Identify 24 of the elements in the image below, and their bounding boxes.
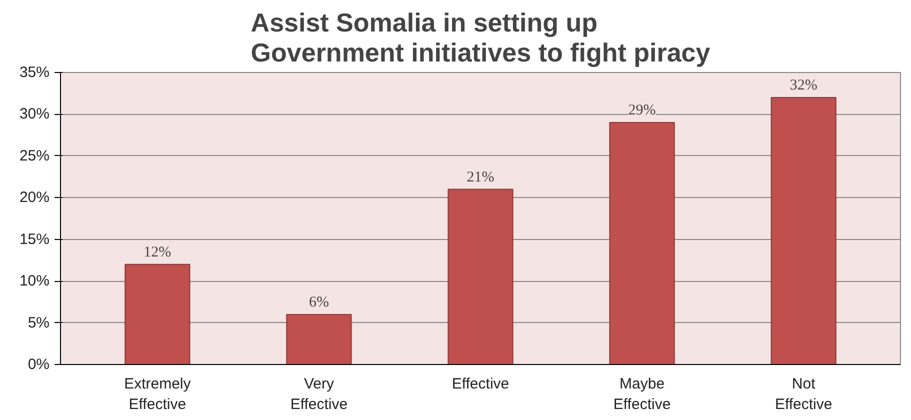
y-tick-label: 30% [19, 106, 50, 123]
data-label: 6% [308, 294, 329, 310]
x-tick-label: Not Effective [774, 376, 832, 413]
bar [770, 97, 836, 364]
x-tick-label: Maybe Effective [613, 376, 671, 413]
y-tick-label: 20% [19, 189, 50, 206]
y-tick-label: 15% [19, 230, 50, 248]
x-tick-label: Extremely Effective [124, 376, 192, 413]
y-tick-label: 25% [19, 147, 50, 164]
bar [124, 264, 190, 364]
x-tick-label: Very Effective [290, 376, 348, 413]
data-label: 32% [790, 78, 818, 94]
bar [286, 314, 352, 364]
y-tick-label: 0% [28, 356, 50, 373]
x-tick-label: Effective [452, 376, 510, 392]
bar [609, 122, 675, 364]
y-tick-label: 10% [19, 272, 50, 290]
data-label: 29% [628, 102, 656, 119]
y-tick-label: 35% [19, 64, 50, 81]
data-label: 12% [144, 244, 172, 260]
chart-title: Assist Somalia in setting up Government initiatives to fight piracy [250, 8, 711, 68]
y-tick-label: 5% [28, 314, 50, 332]
bar [448, 188, 514, 364]
data-label: 21% [466, 169, 494, 186]
